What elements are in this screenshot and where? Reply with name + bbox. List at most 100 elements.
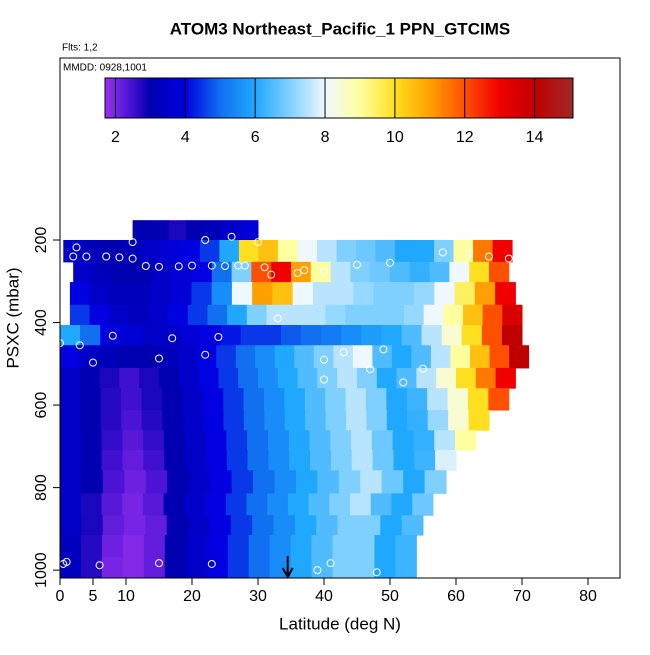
heat-cell xyxy=(351,450,374,471)
heat-cell xyxy=(121,240,142,263)
sample-point xyxy=(319,375,328,384)
heat-cell xyxy=(355,240,377,263)
heat-cell xyxy=(258,240,279,263)
heat-cell xyxy=(273,515,296,536)
heat-cell xyxy=(274,345,295,369)
heat-cell xyxy=(246,493,268,516)
heat-cell xyxy=(492,240,513,263)
sample-point xyxy=(187,261,196,270)
heat-cell xyxy=(204,220,223,241)
heat-cell xyxy=(110,282,132,306)
heat-cell xyxy=(395,535,417,558)
heat-cell xyxy=(333,282,354,306)
heat-cell xyxy=(305,304,326,326)
heat-cell xyxy=(414,450,436,471)
heat-cell xyxy=(171,282,192,306)
annotation: MMDD: 0928,1001 xyxy=(63,63,147,74)
heat-cell xyxy=(365,388,387,411)
sample-point xyxy=(253,238,262,247)
heat-cell xyxy=(172,261,193,283)
sample-point xyxy=(313,566,322,575)
sample-point xyxy=(102,252,111,261)
heat-cell xyxy=(122,430,144,451)
x-tick-label: 80 xyxy=(579,588,597,605)
heat-cell xyxy=(407,410,429,431)
heat-cell xyxy=(455,367,477,389)
sample-point xyxy=(352,260,361,269)
heat-cell xyxy=(308,493,330,516)
heat-cell xyxy=(196,345,217,369)
subtitle: Flts: 1,2 xyxy=(62,43,98,54)
heat-cell xyxy=(450,345,471,369)
heat-cell xyxy=(372,345,393,369)
heat-cell xyxy=(380,515,403,536)
heat-cell xyxy=(284,388,306,411)
heat-cell xyxy=(168,304,189,326)
heat-cell xyxy=(424,470,447,494)
heat-cell xyxy=(329,493,351,516)
heat-cell xyxy=(453,240,474,263)
heat-cell xyxy=(240,325,262,346)
heat-cell xyxy=(332,535,355,558)
heat-cell xyxy=(406,388,428,411)
heat-cell xyxy=(358,515,381,536)
heat-cell xyxy=(185,556,208,579)
heat-cell xyxy=(226,450,249,471)
heat-cell xyxy=(248,535,271,558)
heat-cell xyxy=(370,261,391,283)
heat-cell xyxy=(132,220,152,241)
heat-cell xyxy=(288,430,310,451)
heat-cell xyxy=(160,240,181,263)
sample-point xyxy=(300,266,309,275)
heat-cell xyxy=(130,282,152,306)
heat-cell xyxy=(99,367,120,389)
heat-cell xyxy=(69,304,91,326)
heat-cell xyxy=(289,450,311,471)
heat-cell xyxy=(294,515,317,536)
heat-cell xyxy=(141,410,163,431)
colorbar-tick-label: 14 xyxy=(526,129,544,146)
heat-cell xyxy=(297,240,318,263)
heat-cell xyxy=(143,535,166,558)
heat-cell xyxy=(80,325,101,346)
heat-cell xyxy=(243,388,265,411)
heat-cell xyxy=(210,470,233,494)
y-tick-label: 400 xyxy=(33,309,50,336)
x-tick-label: 20 xyxy=(183,588,201,605)
heat-cell xyxy=(120,325,141,346)
heat-cell xyxy=(81,470,104,494)
heat-cell xyxy=(119,367,140,389)
heat-cell xyxy=(290,535,313,558)
heat-cell xyxy=(337,367,358,389)
heat-cell xyxy=(391,345,412,369)
heat-cell xyxy=(251,261,272,283)
heat-cell xyxy=(481,325,503,346)
sample-point xyxy=(319,355,328,364)
heat-cell xyxy=(82,240,103,263)
sample-point xyxy=(82,252,91,261)
heat-cell xyxy=(73,261,94,283)
heat-cell xyxy=(150,220,169,241)
sample-point xyxy=(174,262,183,271)
heat-cell xyxy=(264,410,286,431)
heat-cell xyxy=(102,470,125,494)
heat-cell xyxy=(401,325,423,346)
heat-cell xyxy=(100,410,122,431)
arrow-head xyxy=(281,567,294,580)
heat-cell xyxy=(235,345,256,369)
heat-cell xyxy=(69,282,91,306)
heat-cell xyxy=(205,430,227,451)
heat-cell xyxy=(162,410,184,431)
heat-cell xyxy=(220,325,242,346)
heat-cell xyxy=(191,282,213,306)
heat-cell xyxy=(60,515,82,536)
colorbar-tick-label: 6 xyxy=(251,129,260,146)
heat-cell xyxy=(317,470,340,494)
sample-point xyxy=(366,365,375,374)
heat-cell xyxy=(255,345,276,369)
heat-cell xyxy=(274,470,297,494)
heat-cell xyxy=(152,261,173,283)
heat-cell xyxy=(79,345,100,369)
heat-cell xyxy=(267,493,289,516)
heat-cell xyxy=(177,345,198,369)
